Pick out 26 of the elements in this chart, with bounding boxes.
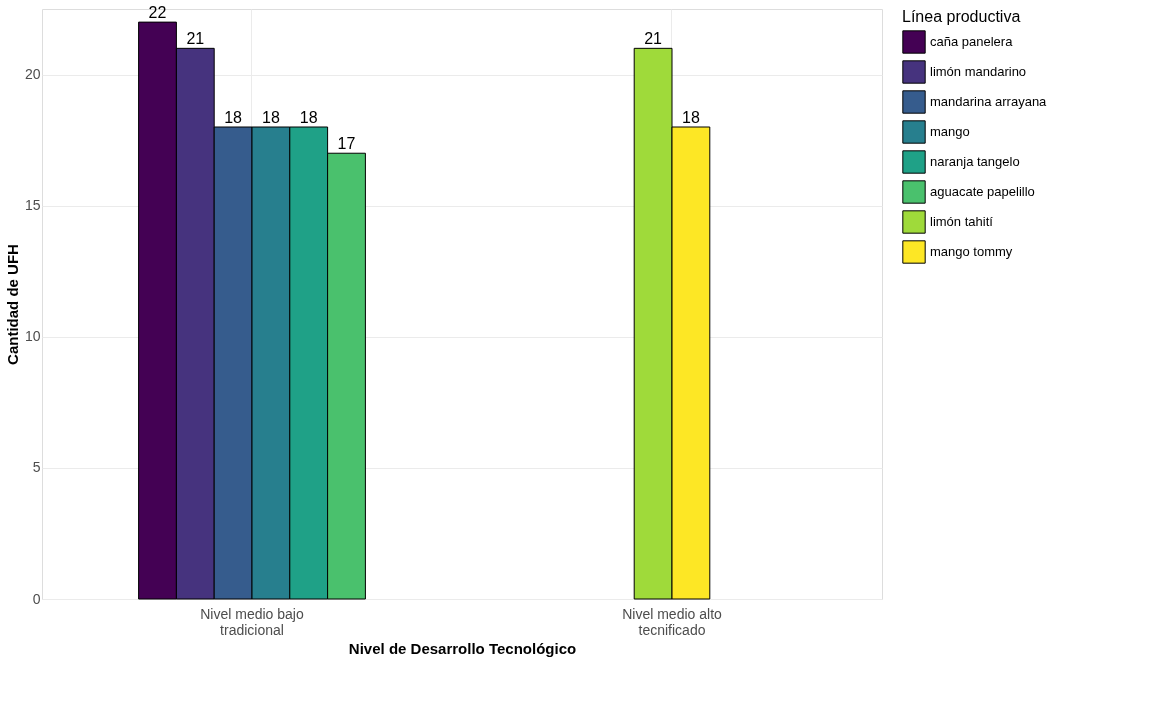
legend-label: mandarina arrayana xyxy=(930,94,1048,109)
y-tick-label: 15 xyxy=(24,197,41,214)
data-label: 17 xyxy=(337,135,356,153)
data-label: 18 xyxy=(682,109,700,126)
legend-label: mango xyxy=(930,124,970,139)
legend-title: Línea productiva xyxy=(902,8,1021,25)
y-axis-title: Cantidad de UFH xyxy=(3,244,21,365)
legend-label: limón mandarino xyxy=(930,64,1027,79)
legend-label: limón tahití xyxy=(930,214,994,229)
x-tick-label: Nivel medio bajo tradicional xyxy=(200,605,304,638)
y-tick-label: 20 xyxy=(24,66,41,83)
data-label: 18 xyxy=(224,109,243,126)
x-axis-title: Nivel de Desarrollo Tecnológico xyxy=(348,639,577,657)
y-tick-label: 5 xyxy=(32,459,41,476)
legend-label: caña panelera xyxy=(930,34,1014,49)
data-label: 21 xyxy=(644,30,663,48)
data-label: 21 xyxy=(186,30,205,48)
x-tick-label: Nivel medio alto tecnificado xyxy=(622,605,723,638)
legend-label: aguacate papelillo xyxy=(930,184,1035,199)
data-label: 18 xyxy=(262,109,280,126)
data-label: 22 xyxy=(148,4,167,22)
y-tick-label: 10 xyxy=(24,328,41,345)
legend-label: naranja tangelo xyxy=(930,154,1020,169)
legend-label: mango tommy xyxy=(930,244,1013,259)
y-tick-label: 0 xyxy=(32,590,41,607)
data-label: 18 xyxy=(299,109,318,126)
